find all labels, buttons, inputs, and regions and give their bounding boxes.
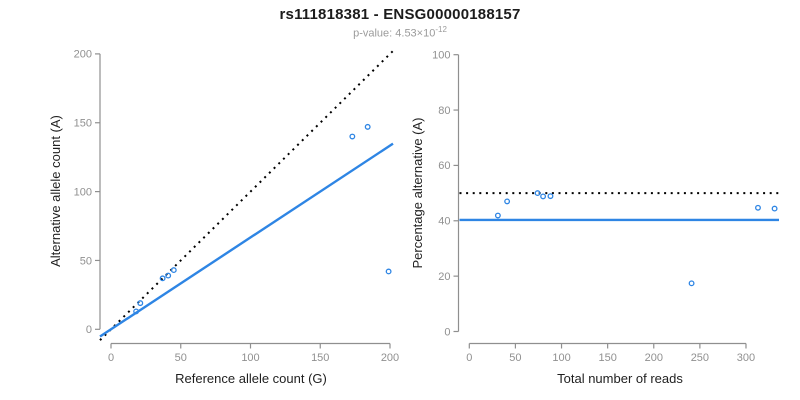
data-point [364, 123, 371, 130]
y-tick-label: 80 [438, 105, 450, 117]
x-tick-label: 0 [466, 352, 472, 364]
y-tick-label: 0 [86, 324, 92, 336]
page-title: rs111818381 - ENSG00000188157 [279, 6, 521, 23]
expected-ratio-line [99, 142, 394, 338]
y-tick-label: 150 [74, 118, 92, 130]
x-tick-label: 150 [311, 352, 329, 364]
data-point [534, 190, 541, 197]
y-tick-label: 20 [438, 271, 450, 283]
data-point [688, 280, 695, 287]
data-point [504, 198, 511, 205]
x-tick-label: 250 [691, 352, 709, 364]
data-point [137, 300, 144, 307]
pvalue-text: p-value: 4.53×10 [353, 27, 436, 40]
x-tick-label: 100 [552, 352, 570, 364]
data-point [385, 268, 392, 275]
x-tick-label: 150 [598, 352, 616, 364]
x-axis-title: Reference allele count (G) [175, 371, 327, 386]
y-tick-label: 0 [444, 326, 450, 338]
data-point [349, 133, 356, 140]
x-tick-label: 200 [381, 352, 399, 364]
y-tick-label: 40 [438, 216, 450, 228]
data-point [771, 205, 778, 212]
data-point [494, 212, 501, 219]
data-point [755, 204, 761, 211]
pvalue-exponent: -12 [435, 25, 447, 34]
y-tick-label: 60 [438, 160, 450, 172]
data-point [540, 193, 547, 200]
x-tick-label: 50 [509, 352, 521, 364]
data-point [133, 308, 140, 315]
percentage-alternative-scatter: 0 20 40 60 80 100 0 50 100 150 200 250 300 Total numb… [410, 50, 779, 386]
data-point [547, 193, 554, 200]
data-point [170, 267, 177, 274]
x-tick-label: 50 [175, 352, 187, 364]
x-axis-title: Total number of reads [557, 371, 683, 386]
y-tick-label: 200 [74, 49, 92, 61]
identity-line [99, 50, 394, 341]
y-axis-title: Percentage alternative (A) [410, 117, 425, 268]
y-tick-label: 100 [432, 50, 450, 62]
y-axis-title: Alternative allele count (A) [48, 115, 63, 267]
x-tick-label: 100 [241, 352, 259, 364]
data-point [159, 275, 166, 282]
allele-counts-scatter: 0 50 100 150 200 0 50 100 150 200 Reference allele… [48, 49, 399, 386]
y-tick-label: 50 [80, 255, 92, 267]
data-point [165, 272, 172, 279]
y-tick-label: 100 [74, 186, 92, 198]
pvalue-subtitle: p-value: 4.53×10-12 [0, 25, 800, 40]
x-tick-label: 200 [645, 352, 663, 364]
x-tick-label: 300 [737, 352, 755, 364]
x-tick-label: 0 [108, 352, 114, 364]
